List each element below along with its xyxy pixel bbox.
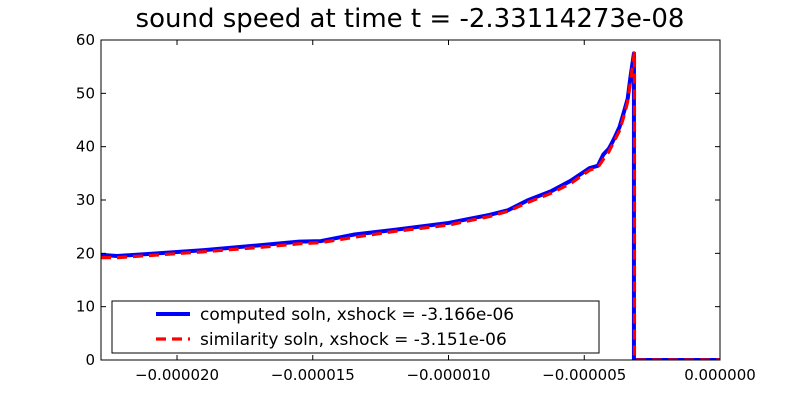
legend: computed soln, xshock = -3.166e-06 simil… — [111, 300, 600, 354]
series-layer — [101, 50, 720, 360]
x-tick-label-1: −0.000015 — [271, 366, 355, 384]
series-line-1 — [101, 50, 720, 360]
x-tick-label-2: −0.000010 — [406, 366, 490, 384]
x-tick-label-0: −0.000020 — [135, 366, 219, 384]
legend-label-computed: computed soln, xshock = -3.166e-06 — [200, 305, 514, 325]
legend-box — [111, 300, 600, 354]
legend-label-similarity: similarity soln, xshock = -3.151e-06 — [200, 330, 507, 350]
y-tick-label-3: 30 — [76, 191, 95, 209]
x-tick-label-3: −0.000005 — [542, 366, 626, 384]
y-tick-label-6: 60 — [76, 31, 95, 49]
y-tick-label-1: 10 — [76, 298, 95, 316]
x-tick-label-4: 0.000000 — [684, 366, 756, 384]
ticks-layer: −0.000020 −0.000015 −0.000010 −0.000005 0.00… — [76, 31, 756, 384]
y-tick-label-4: 40 — [76, 138, 95, 156]
y-tick-label-2: 20 — [76, 244, 95, 262]
y-tick-label-5: 50 — [76, 84, 95, 102]
y-tick-label-0: 0 — [85, 351, 95, 369]
chart-title: sound speed at time t = -2.33114273e-08 — [136, 4, 685, 34]
